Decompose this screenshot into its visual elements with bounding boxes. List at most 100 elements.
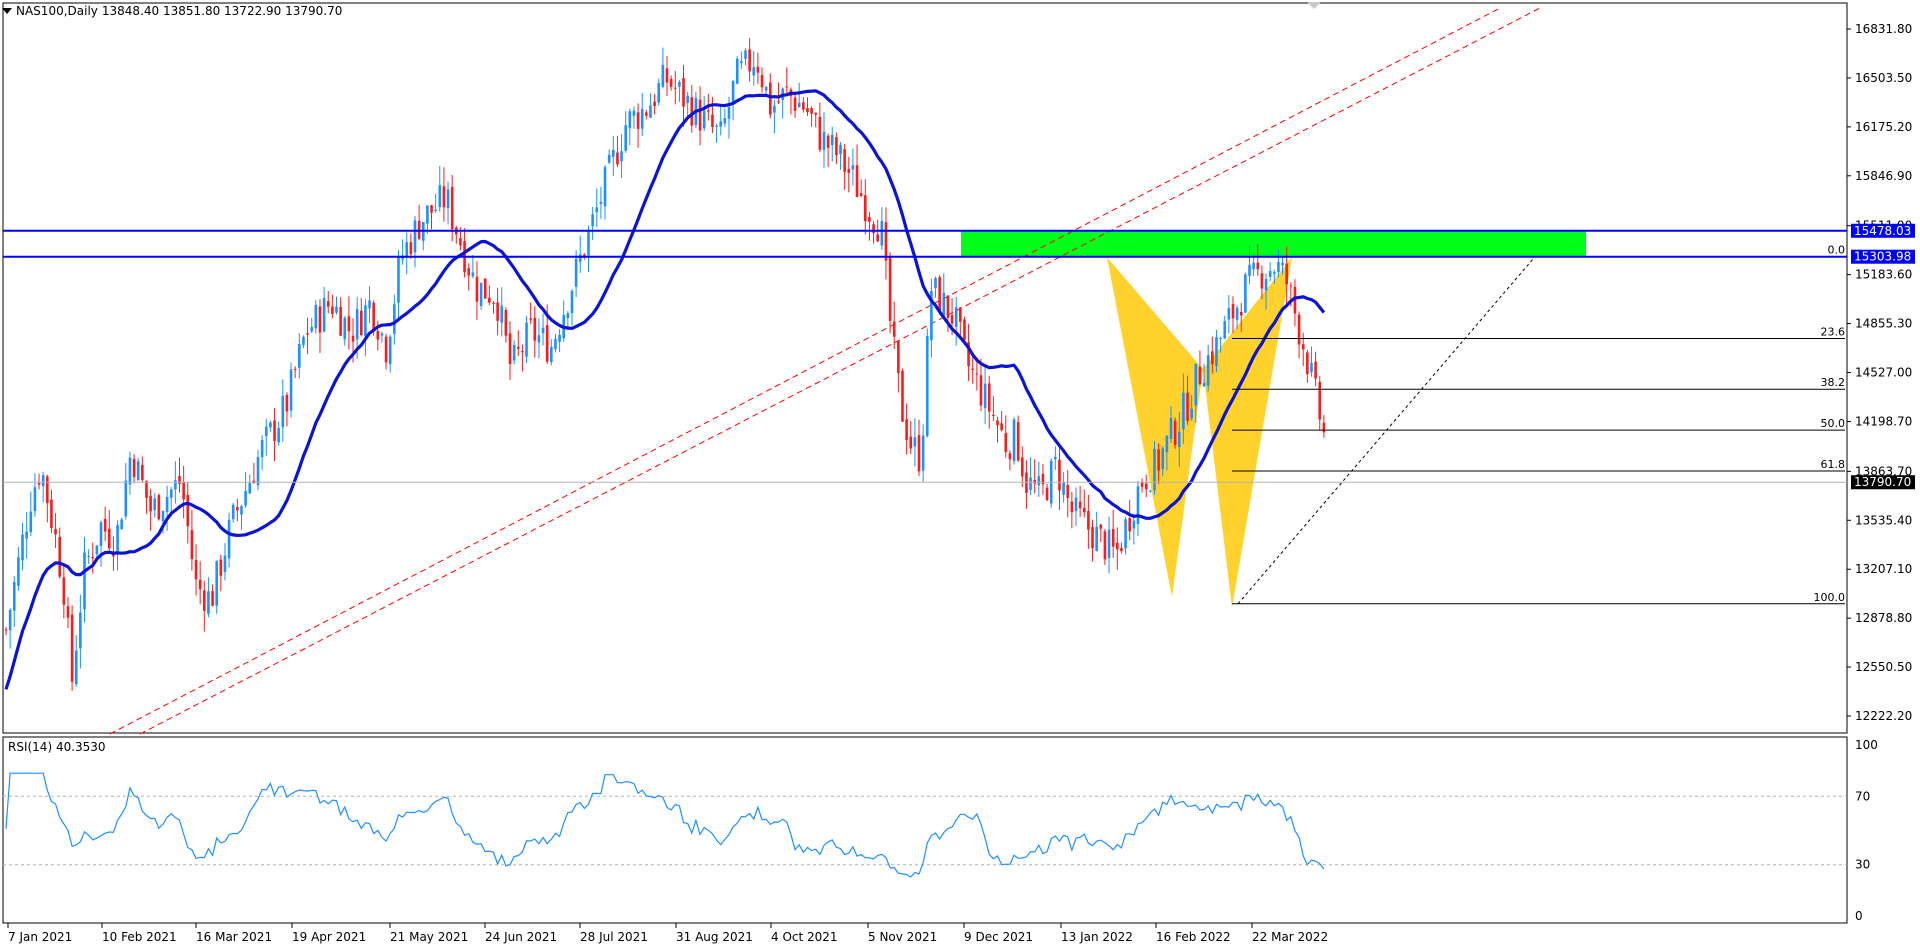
candle-body: [930, 290, 933, 341]
candle-body: [558, 334, 561, 342]
candle-body: [1285, 263, 1288, 285]
candle-body: [537, 335, 541, 343]
candle-body: [1306, 352, 1309, 375]
candle-body: [1169, 417, 1173, 440]
candle-body: [442, 186, 446, 208]
candle-body: [227, 519, 231, 559]
rsi-line[interactable]: [5, 772, 1325, 878]
candle-body: [186, 494, 190, 527]
time-axis-label: 24 Jun 2021: [485, 930, 557, 944]
candle-body: [686, 95, 689, 103]
candle-body: [872, 224, 875, 234]
candle-body: [756, 66, 760, 73]
candle-body: [620, 151, 623, 162]
candle-body: [905, 419, 908, 440]
candle-body: [657, 83, 661, 103]
rsi-axis-label: 30: [1855, 858, 1870, 872]
candle-body: [1004, 432, 1008, 452]
fib-level-label: 0.0: [1828, 244, 1846, 257]
candle-body: [21, 534, 24, 561]
candle-body: [678, 81, 681, 87]
candle-body: [748, 49, 751, 72]
candle-body: [343, 317, 347, 340]
candle-body: [768, 82, 772, 115]
price-axis-label: 16503.50: [1855, 71, 1912, 85]
candle-body: [727, 106, 731, 119]
candle-body: [884, 222, 888, 261]
moving-average-line[interactable]: [4, 89, 1326, 690]
candle-body: [1256, 262, 1260, 270]
candle-body: [843, 149, 846, 172]
candle-body: [735, 58, 739, 84]
candle-body: [1136, 486, 1140, 524]
symbol-timeframe: NAS100,Daily: [16, 4, 98, 18]
candle-body: [1190, 408, 1193, 419]
candle-body: [740, 61, 743, 63]
candle-body: [616, 152, 619, 165]
candle-body: [521, 351, 524, 353]
candle-body: [430, 205, 433, 213]
candle-body: [1045, 487, 1049, 501]
candle-body: [1099, 524, 1103, 529]
candle-body: [1066, 484, 1070, 498]
candle-body: [248, 482, 252, 494]
price-axis-label: 16831.80: [1855, 22, 1912, 36]
price-axis-label: 15183.60: [1855, 268, 1912, 282]
candle-body: [1177, 431, 1181, 448]
candle-body: [182, 482, 185, 500]
time-axis-label: 31 Aug 2021: [676, 930, 753, 944]
channel-line-lower[interactable]: [109, 7, 1501, 735]
candle-body: [128, 457, 132, 485]
harmonic-pattern-right-wing[interactable]: [1203, 257, 1292, 608]
candle-body: [107, 528, 111, 549]
candle-body: [987, 383, 991, 412]
candle-body: [934, 278, 937, 289]
dropdown-triangle-icon[interactable]: [2, 8, 12, 14]
candle-body: [868, 216, 871, 222]
candle-body: [1124, 519, 1127, 549]
candle-body: [364, 305, 367, 337]
candle-body: [260, 440, 264, 458]
candle-body: [649, 105, 652, 118]
channel-line-upper[interactable]: [139, 7, 1541, 735]
candle-body: [851, 165, 855, 170]
resistance-zone[interactable]: [961, 230, 1586, 257]
candle-body: [397, 257, 400, 303]
candle-body: [1041, 473, 1045, 485]
candle-body: [550, 346, 553, 363]
harmonic-pattern-left-wing[interactable]: [1107, 257, 1203, 598]
candle-body: [153, 498, 157, 511]
candle-body: [702, 110, 706, 129]
candle-body: [587, 229, 590, 256]
candle-body: [888, 257, 892, 321]
candle-body: [1202, 382, 1206, 387]
candle-body: [814, 112, 818, 115]
time-axis-label: 16 Feb 2022: [1156, 930, 1231, 944]
candle-body: [161, 510, 165, 521]
candle-body: [359, 310, 363, 336]
price-axis-label: 13207.10: [1855, 562, 1912, 576]
candle-body: [459, 238, 462, 246]
candle-body: [339, 306, 342, 336]
candle-body: [1186, 392, 1189, 421]
candle-body: [203, 590, 206, 611]
candle-body: [822, 131, 826, 150]
candle-body: [1231, 304, 1235, 319]
candle-body: [876, 234, 879, 242]
candle-body: [314, 305, 318, 329]
candle-body: [979, 375, 983, 406]
rsi-axis-label: 70: [1855, 789, 1870, 803]
price-axis-label: 13535.40: [1855, 513, 1912, 527]
candle-body: [665, 68, 669, 83]
candle-body: [62, 577, 66, 605]
candle-body: [1140, 482, 1144, 487]
candle-body: [975, 373, 979, 375]
candle-body: [1260, 273, 1264, 289]
candle-body: [269, 422, 272, 428]
candle-body: [574, 258, 578, 287]
candle-body: [1029, 477, 1032, 490]
chart-shift-marker-icon[interactable]: [1307, 2, 1321, 9]
candle-body: [169, 489, 173, 498]
